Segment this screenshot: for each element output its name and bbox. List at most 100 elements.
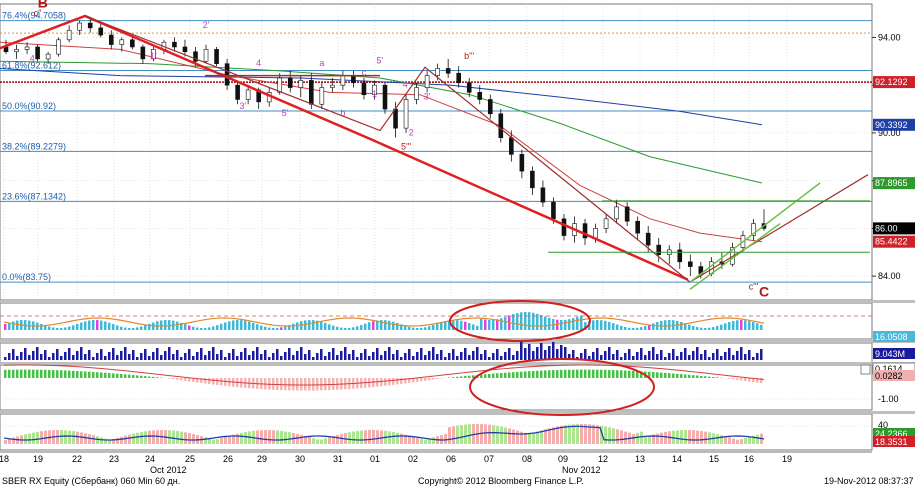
osc-bar xyxy=(540,315,543,330)
osc-bar xyxy=(284,326,287,330)
indicator-tag-label: 16.0508 xyxy=(875,332,908,342)
candle-body xyxy=(530,171,534,188)
osc-bar xyxy=(240,320,243,330)
dmi-area xyxy=(740,439,743,444)
osc-bar xyxy=(728,322,731,330)
volume-bar xyxy=(56,349,59,360)
macd-bar xyxy=(728,378,731,379)
dmi-area xyxy=(392,432,395,444)
macd-bar xyxy=(616,370,619,378)
osc-bar xyxy=(112,324,115,330)
candle-body xyxy=(57,40,61,54)
wave-label: 1' xyxy=(150,51,157,61)
macd-bar xyxy=(620,370,623,378)
macd-bar xyxy=(416,378,419,382)
macd-bar xyxy=(460,376,463,378)
osc-bar xyxy=(268,328,271,330)
volume-bar xyxy=(356,357,359,360)
osc-bar xyxy=(12,321,15,330)
macd-bar xyxy=(92,372,95,378)
macd-bar xyxy=(424,378,427,381)
macd-bar xyxy=(672,373,675,378)
osc-bar xyxy=(748,321,751,330)
osc-bar xyxy=(344,328,347,330)
macd-bar xyxy=(660,373,663,378)
candle-body xyxy=(562,219,566,236)
macd-bar xyxy=(708,377,711,378)
osc-bar xyxy=(700,328,703,330)
macd-bar xyxy=(128,375,131,378)
osc-bar xyxy=(140,326,143,330)
volume-bar xyxy=(616,350,619,360)
dmi-area xyxy=(448,427,451,444)
macd-bar xyxy=(312,378,315,391)
x-tick-label: 30 xyxy=(295,454,305,464)
candle-body xyxy=(541,188,545,202)
price-tag: 90.3392 xyxy=(873,119,915,131)
osc-bar xyxy=(740,320,743,330)
volume-bar xyxy=(744,354,747,360)
candle-body xyxy=(457,73,461,83)
dmi-area xyxy=(640,432,643,444)
dmi-area xyxy=(504,427,507,444)
osc-bar xyxy=(276,328,279,330)
dmi-area xyxy=(528,434,531,444)
osc-bar xyxy=(120,327,123,330)
volume-bar xyxy=(408,349,411,360)
candle-body xyxy=(215,49,219,63)
dmi-area xyxy=(688,430,691,444)
dmi-area xyxy=(60,430,63,444)
candle-body xyxy=(204,49,208,61)
dmi-area xyxy=(452,426,455,444)
osc-bar xyxy=(664,320,667,330)
macd-bar xyxy=(700,376,703,378)
dmi-area xyxy=(120,437,123,444)
price-tag-label: 86.00 xyxy=(875,223,898,233)
price-tag: 92.1292 xyxy=(873,76,915,88)
volume-bar xyxy=(112,348,115,360)
volume-bar xyxy=(148,356,151,360)
macd-bar xyxy=(20,370,23,378)
macd-bar xyxy=(68,371,71,378)
osc-bar xyxy=(600,320,603,330)
macd-bar xyxy=(688,375,691,378)
candle-body xyxy=(320,88,324,105)
macd-bar xyxy=(628,371,631,378)
dmi-area xyxy=(348,432,351,444)
osc-bar xyxy=(472,324,475,330)
dmi-area xyxy=(444,434,447,444)
macd-bar xyxy=(732,378,735,379)
volume-bar xyxy=(248,355,251,360)
osc-bar xyxy=(56,328,59,330)
x-tick-label: 15 xyxy=(709,454,719,464)
osc-bar xyxy=(304,320,307,330)
macd-bar xyxy=(576,370,579,378)
volume-bar xyxy=(728,348,731,360)
candle-body xyxy=(509,138,513,155)
macd-bar xyxy=(100,372,103,378)
x-tick-label: 18 xyxy=(0,454,9,464)
volume-bar xyxy=(284,352,287,360)
osc-bar xyxy=(424,327,427,330)
volume-bar xyxy=(732,355,735,360)
candle-body xyxy=(520,154,524,171)
macd-bar xyxy=(436,378,439,379)
osc-bar xyxy=(188,326,191,330)
volume-bar xyxy=(560,345,563,360)
osc-bar xyxy=(200,328,203,330)
volume-bar xyxy=(480,354,483,360)
volume-bar xyxy=(264,350,267,360)
dmi-area xyxy=(360,430,363,444)
price-tag: 85.4422 xyxy=(873,236,915,248)
volume-bar xyxy=(48,357,51,360)
volume-bar xyxy=(152,352,155,360)
dmi-area xyxy=(136,433,139,444)
osc-bar xyxy=(192,327,195,330)
macd-bar xyxy=(304,378,307,391)
macd-bar xyxy=(560,370,563,378)
osc-bar xyxy=(420,328,423,330)
dmi-area xyxy=(276,430,279,444)
indicator-tag-label: 9.043M xyxy=(875,349,905,359)
dmi-area xyxy=(220,438,223,444)
volume-bar xyxy=(288,348,291,360)
